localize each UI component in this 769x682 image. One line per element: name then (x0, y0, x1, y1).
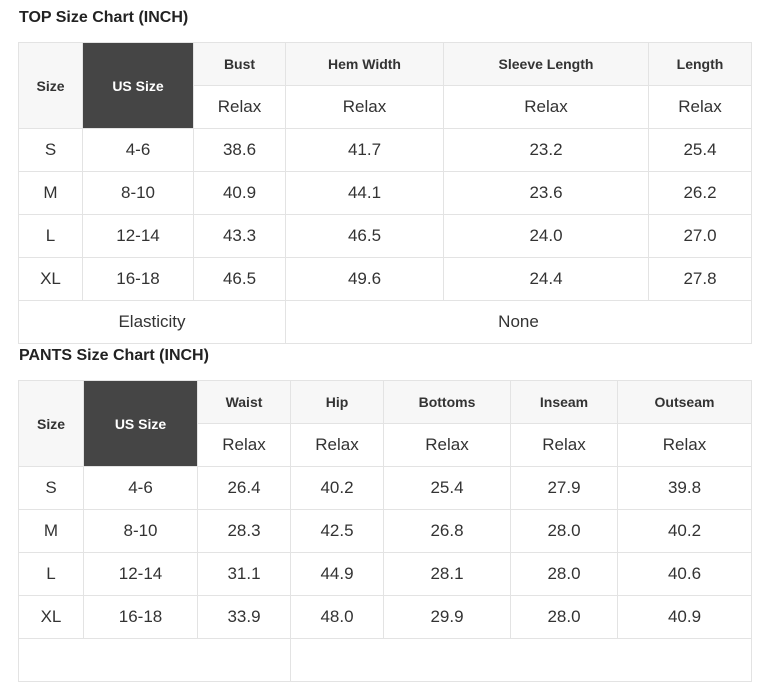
fit-cell: Relax (648, 85, 752, 129)
table-cell: 42.5 (290, 509, 384, 553)
table-cell: 24.0 (443, 214, 649, 258)
table-cell: XL (18, 595, 84, 639)
column-header: Hip (290, 380, 384, 424)
column-header: Inseam (510, 380, 618, 424)
table-cell: 26.2 (648, 171, 752, 215)
table-cell: 46.5 (285, 214, 444, 258)
top-chart-title: TOP Size Chart (INCH) (19, 9, 189, 26)
table-cell: 26.4 (197, 466, 291, 510)
table-cell: 40.9 (617, 595, 752, 639)
table-cell: 4-6 (82, 128, 194, 172)
column-header: Outseam (617, 380, 752, 424)
table-cell: 26.8 (383, 509, 511, 553)
elasticity-value: None (285, 300, 752, 344)
table-row: L 12-14 31.1 44.9 28.1 28.0 40.6 (18, 552, 752, 596)
header-row: Size US Size Bust Hem Width Sleeve Length Len… (18, 42, 752, 129)
table-cell: 28.3 (197, 509, 291, 553)
fit-cell: Relax (383, 423, 511, 467)
table-cell: 46.5 (193, 257, 286, 301)
table-cell: S (18, 128, 83, 172)
elasticity-row: Elasticity None (18, 300, 752, 344)
table-cell: 16-18 (82, 257, 194, 301)
header-row: Size US Size Waist Hip Bottoms Inseam Outseam (18, 380, 752, 467)
table-cell: 40.9 (193, 171, 286, 215)
fit-row: Relax Relax Relax Relax (19, 85, 752, 129)
table-cell: 40.2 (290, 466, 384, 510)
top-size-table: Size US Size Bust Hem Width Sleeve Length Len… (18, 42, 752, 344)
table-row: S 4-6 38.6 41.7 23.2 25.4 (18, 128, 752, 172)
table-cell: 33.9 (197, 595, 291, 639)
table-cell: 8-10 (83, 509, 198, 553)
table-cell: 25.4 (648, 128, 752, 172)
table-cell: 28.0 (510, 552, 618, 596)
table-row: XL 16-18 46.5 49.6 24.4 27.8 (18, 257, 752, 301)
table-cell: 28.0 (510, 595, 618, 639)
table-cell: 28.1 (383, 552, 511, 596)
table-cell: 27.0 (648, 214, 752, 258)
table-cell: 40.6 (617, 552, 752, 596)
table-cell: 31.1 (197, 552, 291, 596)
fit-cell: Relax (617, 423, 752, 467)
fit-cell: Relax (197, 423, 291, 467)
table-cell: 41.7 (285, 128, 444, 172)
table-cell: 49.6 (285, 257, 444, 301)
fit-cell: Relax (443, 85, 649, 129)
table-cell: 4-6 (83, 466, 198, 510)
table-cell: 29.9 (383, 595, 511, 639)
table-cell: S (18, 466, 84, 510)
size-header: Size (18, 380, 84, 467)
table-cell: L (18, 552, 84, 596)
column-header: Bust (193, 42, 286, 86)
table-cell: 44.9 (290, 552, 384, 596)
size-header: Size (18, 42, 83, 129)
table-row: M 8-10 40.9 44.1 23.6 26.2 (18, 171, 752, 215)
table-cell: 43.3 (193, 214, 286, 258)
fit-cell: Relax (193, 85, 286, 129)
table-cell: 23.2 (443, 128, 649, 172)
partial-row (18, 638, 752, 682)
table-cell: M (18, 509, 84, 553)
table-cell: 38.6 (193, 128, 286, 172)
column-header: Hem Width (285, 42, 444, 86)
table-cell: 12-14 (83, 552, 198, 596)
elasticity-label: Elasticity (18, 300, 286, 344)
table-cell: 48.0 (290, 595, 384, 639)
column-header: Sleeve Length (443, 42, 649, 86)
table-cell: 44.1 (285, 171, 444, 215)
table-row: S 4-6 26.4 40.2 25.4 27.9 39.8 (18, 466, 752, 510)
table-cell: 40.2 (617, 509, 752, 553)
pants-size-table: Size US Size Waist Hip Bottoms Inseam Outseam R… (18, 380, 752, 682)
column-header: Bottoms (383, 380, 511, 424)
fit-row: Relax Relax Relax Relax Relax (19, 423, 752, 467)
us-size-header: US Size (83, 380, 198, 467)
table-row: M 8-10 28.3 42.5 26.8 28.0 40.2 (18, 509, 752, 553)
fit-cell: Relax (285, 85, 444, 129)
table-cell: 23.6 (443, 171, 649, 215)
column-header: Length (648, 42, 752, 86)
table-cell: 25.4 (383, 466, 511, 510)
pants-chart-title: PANTS Size Chart (INCH) (19, 347, 209, 364)
us-size-header: US Size (82, 42, 194, 129)
table-cell: 8-10 (82, 171, 194, 215)
table-row: L 12-14 43.3 46.5 24.0 27.0 (18, 214, 752, 258)
table-cell: 27.8 (648, 257, 752, 301)
table-row: XL 16-18 33.9 48.0 29.9 28.0 40.9 (18, 595, 752, 639)
table-cell: 24.4 (443, 257, 649, 301)
table-cell: 27.9 (510, 466, 618, 510)
column-header: Waist (197, 380, 291, 424)
table-cell: 39.8 (617, 466, 752, 510)
table-cell: XL (18, 257, 83, 301)
table-cell: L (18, 214, 83, 258)
table-cell: 16-18 (83, 595, 198, 639)
table-cell: M (18, 171, 83, 215)
fit-cell: Relax (290, 423, 384, 467)
fit-cell: Relax (510, 423, 618, 467)
table-cell: 12-14 (82, 214, 194, 258)
table-cell: 28.0 (510, 509, 618, 553)
